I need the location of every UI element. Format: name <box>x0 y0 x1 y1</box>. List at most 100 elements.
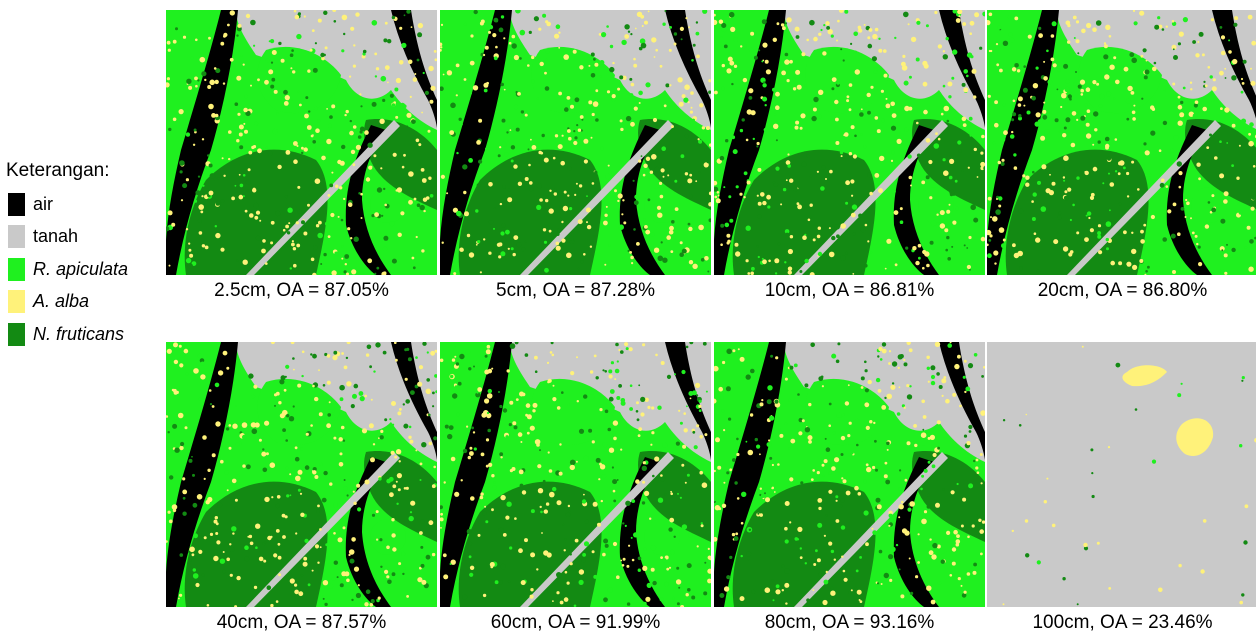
speckle <box>1067 94 1072 99</box>
speckle <box>561 238 566 243</box>
speckle <box>340 218 344 222</box>
speckle <box>789 536 793 540</box>
speckle <box>880 89 884 93</box>
speckle <box>739 192 743 196</box>
speckle <box>738 603 743 607</box>
speckle <box>642 343 646 347</box>
speckle <box>173 359 179 365</box>
speckle <box>1201 53 1205 57</box>
speckle <box>519 57 522 60</box>
speckle <box>835 499 838 502</box>
speckle <box>978 518 982 522</box>
speckle <box>599 462 602 466</box>
speckle <box>532 409 536 413</box>
speckle <box>166 540 168 543</box>
speckle <box>326 138 332 145</box>
speckle <box>1062 577 1066 581</box>
speckle <box>1163 89 1166 92</box>
speckle <box>208 36 211 40</box>
speckle <box>1017 103 1022 107</box>
speckle <box>215 232 221 239</box>
speckle <box>350 404 355 409</box>
speckle <box>945 36 949 41</box>
speckle <box>881 348 887 354</box>
speckle <box>475 209 479 213</box>
speckle <box>937 137 941 141</box>
speckle <box>872 465 876 470</box>
speckle <box>1002 603 1005 606</box>
speckle <box>232 532 235 535</box>
speckle <box>1011 529 1014 533</box>
speckle <box>570 371 575 376</box>
speckle <box>824 437 827 440</box>
speckle <box>980 482 983 485</box>
speckle <box>257 148 262 154</box>
speckle <box>376 187 383 193</box>
speckle <box>499 452 504 457</box>
speckle <box>180 352 186 358</box>
speckle <box>166 226 170 232</box>
speckle <box>622 557 626 561</box>
speckle <box>1084 171 1087 173</box>
speckle <box>910 36 917 43</box>
speckle <box>670 125 674 129</box>
speckle <box>790 438 796 444</box>
speckle <box>656 205 662 210</box>
speckle <box>963 69 968 74</box>
speckle <box>961 82 966 87</box>
speckle <box>293 141 298 146</box>
speckle <box>365 177 371 182</box>
speckle <box>202 435 207 440</box>
speckle <box>614 378 617 381</box>
speckle <box>689 173 693 177</box>
speckle <box>834 457 840 463</box>
speckle <box>563 549 566 552</box>
speckle <box>455 63 460 68</box>
speckle <box>895 543 899 547</box>
speckle <box>480 19 485 24</box>
speckle <box>590 136 593 139</box>
speckle <box>918 256 921 260</box>
speckle <box>848 590 852 594</box>
speckle <box>1110 260 1115 266</box>
speckle <box>166 206 169 210</box>
speckle <box>1191 231 1195 235</box>
speckle <box>352 490 355 493</box>
speckle <box>850 589 853 592</box>
speckle <box>1194 100 1199 104</box>
speckle <box>533 16 539 22</box>
speckle <box>671 220 675 224</box>
speckle <box>397 488 401 492</box>
speckle <box>1160 178 1165 183</box>
speckle <box>559 600 564 605</box>
speckle <box>764 59 769 64</box>
speckle <box>320 52 325 58</box>
speckle <box>655 353 658 357</box>
speckle <box>353 44 356 47</box>
speckle <box>646 582 652 588</box>
speckle <box>262 239 266 243</box>
speckle <box>691 59 694 62</box>
speckle <box>428 413 431 417</box>
speckle <box>1204 224 1210 229</box>
speckle <box>1026 110 1031 115</box>
speckle <box>834 99 839 105</box>
speckle <box>504 152 509 157</box>
speckle <box>500 82 504 87</box>
speckle <box>698 171 701 174</box>
speckle <box>1088 216 1091 220</box>
speckle <box>500 456 503 459</box>
speckle <box>594 62 599 67</box>
speckle <box>199 56 206 63</box>
speckle <box>973 562 977 567</box>
speckle <box>215 200 221 206</box>
speckle <box>763 81 766 84</box>
speckle <box>347 202 353 207</box>
speckle <box>714 536 718 542</box>
speckle <box>903 362 908 367</box>
speckle <box>908 557 911 560</box>
speckle <box>242 174 246 177</box>
speckle <box>636 242 640 246</box>
speckle <box>419 566 422 570</box>
speckle <box>595 449 600 454</box>
